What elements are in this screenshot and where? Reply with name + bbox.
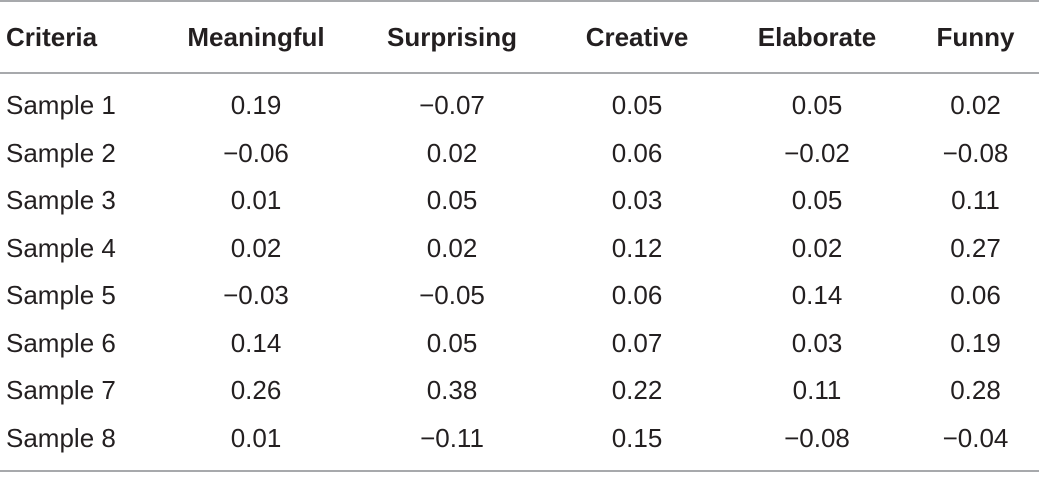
cell-elaborate: 0.14: [791, 280, 843, 311]
cell-elaborate: 0.03: [791, 327, 843, 358]
table-row: Sample 2 −0.06 0.02 0.06 −0.02 −0.08: [0, 130, 1039, 178]
table-row: Sample 6 0.14 0.05 0.07 0.03 0.19: [0, 320, 1039, 368]
cell-meaningful: −0.06: [223, 137, 289, 168]
cell-creative: 0.22: [611, 375, 663, 406]
cell-creative: 0.06: [611, 280, 663, 311]
cell-funny: 0.11: [951, 185, 1000, 216]
row-label: Sample 7: [6, 375, 116, 406]
cell-surprising: 0.38: [426, 375, 478, 406]
cell-meaningful: 0.01: [160, 414, 352, 472]
cell-meaningful: 0.19: [230, 90, 282, 121]
cell-creative: 0.05: [611, 90, 663, 121]
cell-funny: 0.28: [950, 375, 1001, 406]
cell-funny: 0.02: [950, 90, 1001, 121]
row-label: Sample 1: [6, 90, 116, 121]
row-label: Sample 5: [6, 280, 116, 311]
row-label: Sample 4: [6, 232, 116, 263]
cell-elaborate: −0.08: [722, 414, 912, 472]
table-row: Sample 5 −0.03 −0.05 0.06 0.14 0.06: [0, 272, 1039, 320]
cell-creative: 0.06: [611, 137, 663, 168]
row-label: Sample 6: [6, 327, 116, 358]
header-row: Criteria Meaningful Surprising Creative …: [0, 0, 1039, 74]
cell-surprising: −0.07: [419, 90, 485, 121]
cell-funny: 0.06: [950, 280, 1001, 311]
row-label: Sample 8: [0, 414, 160, 472]
table-row: Sample 7 0.26 0.38 0.22 0.11 0.28: [0, 367, 1039, 415]
cell-surprising: −0.11: [352, 414, 552, 472]
header-funny: Funny: [912, 0, 1039, 74]
header-elaborate: Elaborate: [722, 0, 912, 74]
cell-creative: 0.03: [611, 185, 663, 216]
cell-meaningful: 0.26: [230, 375, 282, 406]
cell-surprising: 0.02: [426, 137, 478, 168]
header-creative: Creative: [552, 0, 722, 74]
cell-elaborate: 0.11: [792, 375, 842, 406]
cell-elaborate: −0.02: [784, 137, 850, 168]
cell-meaningful: −0.03: [223, 280, 289, 311]
table-row: Sample 8 0.01 −0.11 0.15 −0.08 −0.04: [0, 414, 1039, 472]
table-row: Sample 3 0.01 0.05 0.03 0.05 0.11: [0, 177, 1039, 225]
cell-meaningful: 0.01: [230, 185, 282, 216]
cell-surprising: 0.02: [426, 232, 478, 263]
table-body: Sample 1 0.19 −0.07 0.05 0.05 0.02 Sampl…: [0, 73, 1039, 472]
cell-meaningful: 0.14: [230, 327, 282, 358]
cell-elaborate: 0.05: [791, 185, 843, 216]
cell-creative: 0.07: [611, 327, 663, 358]
header-surprising: Surprising: [352, 0, 552, 74]
cell-funny: 0.19: [950, 327, 1001, 358]
cell-creative: 0.12: [611, 232, 663, 263]
row-label: Sample 2: [6, 137, 116, 168]
cell-elaborate: 0.02: [791, 232, 843, 263]
cell-elaborate: 0.05: [791, 90, 843, 121]
header-meaningful: Meaningful: [160, 0, 352, 74]
cell-surprising: 0.05: [426, 185, 478, 216]
row-label: Sample 3: [6, 185, 116, 216]
cell-surprising: −0.05: [419, 280, 485, 311]
table-header: Criteria Meaningful Surprising Creative …: [0, 0, 1039, 74]
header-criteria: Criteria: [0, 0, 160, 74]
cell-funny: −0.08: [942, 137, 1009, 168]
table-row: Sample 4 0.02 0.02 0.12 0.02 0.27: [0, 225, 1039, 273]
table-row: Sample 1 0.19 −0.07 0.05 0.05 0.02: [0, 73, 1039, 130]
cell-meaningful: 0.02: [230, 232, 282, 263]
cell-creative: 0.15: [552, 414, 722, 472]
cell-funny: 0.27: [950, 232, 1001, 263]
cell-surprising: 0.05: [426, 327, 478, 358]
cell-funny: −0.04: [912, 414, 1039, 472]
criteria-table: Criteria Meaningful Surprising Creative …: [0, 0, 1039, 472]
